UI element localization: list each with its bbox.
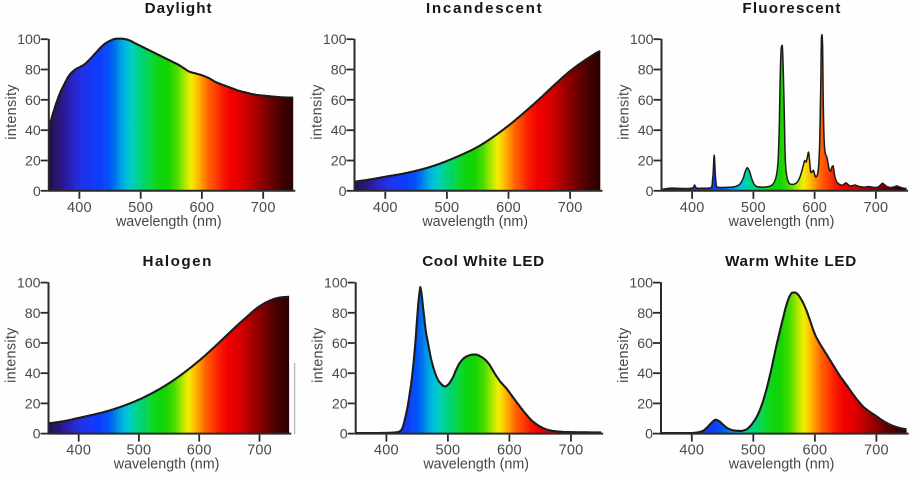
- svg-text:700: 700: [558, 200, 583, 216]
- svg-text:400: 400: [679, 443, 704, 459]
- svg-text:500: 500: [127, 443, 152, 459]
- svg-text:40: 40: [637, 366, 653, 382]
- svg-text:100: 100: [324, 276, 348, 292]
- svg-text:intensity: intensity: [4, 327, 20, 383]
- svg-text:600: 600: [497, 443, 522, 459]
- svg-text:60: 60: [637, 336, 653, 352]
- svg-text:400: 400: [373, 200, 398, 216]
- svg-text:20: 20: [25, 396, 41, 412]
- svg-text:wavelength (nm): wavelength (nm): [113, 457, 220, 473]
- svg-text:20: 20: [331, 154, 347, 170]
- svg-text:100: 100: [630, 32, 654, 48]
- svg-text:600: 600: [803, 443, 828, 459]
- svg-text:Incandescent: Incandescent: [426, 0, 543, 17]
- svg-text:60: 60: [331, 93, 347, 109]
- svg-text:80: 80: [25, 306, 41, 322]
- svg-text:400: 400: [67, 200, 92, 216]
- svg-text:40: 40: [25, 123, 41, 139]
- svg-text:intensity: intensity: [4, 84, 20, 140]
- svg-text:60: 60: [25, 336, 41, 352]
- svg-text:20: 20: [638, 154, 654, 170]
- svg-text:intensity: intensity: [310, 84, 326, 140]
- svg-text:400: 400: [374, 443, 399, 459]
- svg-text:0: 0: [33, 427, 41, 443]
- svg-text:100: 100: [17, 32, 41, 48]
- svg-text:700: 700: [864, 200, 889, 216]
- svg-text:700: 700: [247, 443, 272, 459]
- svg-text:80: 80: [638, 63, 654, 79]
- svg-text:Fluorescent: Fluorescent: [742, 0, 841, 17]
- svg-text:500: 500: [741, 200, 766, 216]
- svg-text:40: 40: [331, 123, 347, 139]
- svg-text:20: 20: [25, 154, 41, 170]
- svg-text:wavelength (nm): wavelength (nm): [728, 457, 835, 473]
- svg-text:600: 600: [496, 200, 521, 216]
- svg-text:60: 60: [332, 336, 348, 352]
- svg-text:700: 700: [864, 443, 889, 459]
- svg-text:500: 500: [741, 443, 766, 459]
- svg-text:20: 20: [332, 396, 348, 412]
- svg-text:60: 60: [638, 93, 654, 109]
- svg-text:0: 0: [339, 184, 347, 200]
- svg-text:700: 700: [251, 200, 276, 216]
- svg-text:80: 80: [332, 306, 348, 322]
- svg-text:wavelength (nm): wavelength (nm): [422, 457, 529, 473]
- svg-text:0: 0: [645, 427, 653, 443]
- svg-text:wavelength (nm): wavelength (nm): [115, 214, 222, 230]
- svg-text:intensity: intensity: [617, 84, 633, 140]
- svg-text:400: 400: [66, 443, 91, 459]
- svg-text:40: 40: [25, 366, 41, 382]
- svg-text:0: 0: [340, 427, 348, 443]
- svg-text:100: 100: [323, 32, 347, 48]
- svg-text:600: 600: [190, 200, 215, 216]
- svg-text:40: 40: [638, 123, 654, 139]
- svg-text:intensity: intensity: [616, 327, 632, 383]
- svg-text:500: 500: [436, 443, 461, 459]
- svg-text:60: 60: [25, 93, 41, 109]
- svg-text:400: 400: [680, 200, 705, 216]
- svg-text:80: 80: [637, 306, 653, 322]
- svg-text:600: 600: [187, 443, 212, 459]
- svg-text:Cool White LED: Cool White LED: [422, 253, 545, 270]
- svg-text:Warm White LED: Warm White LED: [725, 253, 857, 270]
- svg-text:intensity: intensity: [311, 327, 327, 383]
- svg-text:100: 100: [17, 276, 41, 292]
- svg-text:500: 500: [128, 200, 153, 216]
- svg-text:700: 700: [559, 443, 584, 459]
- svg-text:wavelength (nm): wavelength (nm): [728, 214, 835, 230]
- svg-text:0: 0: [33, 184, 41, 200]
- svg-text:600: 600: [802, 200, 827, 216]
- svg-text:100: 100: [629, 276, 653, 292]
- svg-text:20: 20: [637, 396, 653, 412]
- svg-text:80: 80: [331, 63, 347, 79]
- svg-text:wavelength (nm): wavelength (nm): [421, 214, 528, 230]
- svg-text:Halogen: Halogen: [142, 253, 212, 270]
- svg-text:80: 80: [25, 63, 41, 79]
- svg-text:500: 500: [435, 200, 460, 216]
- svg-text:Daylight: Daylight: [145, 0, 213, 17]
- svg-text:40: 40: [332, 366, 348, 382]
- svg-text:0: 0: [646, 184, 654, 200]
